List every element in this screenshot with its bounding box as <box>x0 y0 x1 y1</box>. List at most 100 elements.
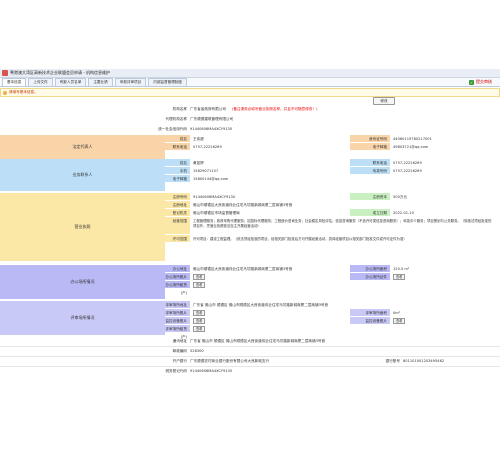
review-area-value: 0m² <box>390 309 500 317</box>
review-lease-view-button[interactable]: 查看 <box>193 326 206 332</box>
office-lease-label: 办公场所租赁(产) <box>165 281 190 295</box>
divider <box>0 366 500 367</box>
window-title: 粤港澳大湾区高新技术企业联盟会员申请 - 机构信息维护 <box>10 70 110 75</box>
review-section: 评审场所情况 评审场所地址 广东省 佛山市 顺德区 佛山市顺德区大良街道伟业住宅… <box>0 301 500 339</box>
credit-code-row: 统一社会信用代码 91440606MA4XCY9130 <box>0 127 500 132</box>
tab-upload-files[interactable]: 上传文件 <box>28 78 53 86</box>
license-code-value: 91440606MA4XCY9130 <box>190 193 350 201</box>
legal-rep-section-label: 法定代表人 <box>0 135 165 159</box>
license-address-value: 佛山市顺德区大良街道伟业住宅马坊路新城商厦二层商铺3号首 <box>190 201 490 209</box>
postcode-label: 邮政编码 <box>172 349 187 353</box>
contact-tel-value: 0757-22226269 <box>390 159 500 167</box>
contact-tel-label: 联系电话 <box>350 159 390 167</box>
legal-id-value: 44060119780217001 <box>390 135 500 143</box>
edit-button[interactable]: 修改 <box>373 97 395 105</box>
legal-name-value: 王伟超 <box>190 135 350 143</box>
window-titlebar: 粤港澳大湾区高新技术企业联盟会员申请 - 机构信息维护 <box>0 69 500 78</box>
license-permit-label: 许可范围 <box>165 235 190 243</box>
legal-email-label: 电子邮箱 <box>350 143 390 151</box>
review-area-label: 评审场所面积 <box>350 309 390 317</box>
agent-name-label: 代理机构名称 <box>165 117 187 121</box>
review-addr-label: 评审场所地址 <box>165 301 190 309</box>
contact-email-label: 电子邮箱 <box>165 175 190 183</box>
submit-review-button[interactable]: ✓ 提交审核 <box>469 79 492 85</box>
office-addr-label: 办公地址 <box>165 265 190 273</box>
divider <box>0 356 500 357</box>
tab-main-achievements[interactable]: 主要业绩 <box>88 78 113 86</box>
contact-name-label: 姓名 <box>165 159 190 167</box>
legal-phone-value: 0757-22226269 <box>190 143 350 151</box>
notice-text: 请填写基本信息。 <box>9 90 38 94</box>
check-icon: ✓ <box>469 79 474 85</box>
license-capital-label: 注册资本 <box>350 193 390 201</box>
license-address-label: 注册地址 <box>165 201 190 209</box>
mail-address-value: 广东省 佛山市 顺德区 佛山市顺德区大良街道伟业住宅马坊路新城商厦二层商铺3号首 <box>190 339 326 343</box>
license-date-value: 2022-01-10 <box>390 209 500 217</box>
tab-personnel-list[interactable]: 有影人员名单 <box>54 78 87 86</box>
contact-mobile-value: 15829071107 <box>190 167 350 175</box>
license-section-label: 营业执照 <box>0 193 165 261</box>
postcode-row: 邮政编码 528300 <box>0 349 500 354</box>
office-cert-label: 办公场所证件 <box>350 273 390 281</box>
office-addr-value: 佛山市顺德区大良街道伟业住宅马坊路新城商厦二层商铺3号首 <box>190 265 350 273</box>
office-area-value: 120.0 m² <box>390 265 500 273</box>
tab-internal-rules[interactable]: 内部监督管理制度 <box>148 78 187 86</box>
tab-basic-info[interactable]: 基本信息 <box>2 78 27 86</box>
legal-name-label: 姓名 <box>165 135 190 143</box>
contact-fax-value: 0757-22226269 <box>390 167 500 175</box>
contact-email-value: 15800144@qq.com <box>190 175 350 183</box>
application-window: 粤港澳大湾区高新技术企业联盟会员申请 - 机构信息维护 基本信息 上传文件 有影… <box>0 69 500 450</box>
legal-id-label: 身份证号码 <box>350 135 390 143</box>
license-authority-value: 佛山市顺德区市场监督管理局 <box>190 209 350 217</box>
bank-row: 开户银行 广东顺德农村商业银行股份有限公司大良新城支行 银行账号 8011010… <box>0 359 500 364</box>
license-section: 营业执照 注册号码 91440606MA4XCY9130 注册资本 500万元 … <box>0 193 500 261</box>
review-photo-view-button[interactable]: 查看 <box>193 310 206 316</box>
license-scope-label: 经营范围 <box>165 217 190 235</box>
account-value: 801101001203495462 <box>403 359 445 363</box>
org-name-row: 机构名称 广东省省政府有限公司 (备注请务必填写营业执照名称，并且不可随意修改！… <box>0 107 500 112</box>
contact-section: 业务联系人 姓名 黄如婷 联系电话 0757-22226269 手机 15829… <box>0 159 500 191</box>
review-lease-label: 评审场所租赁(产) <box>165 325 190 339</box>
license-capital-value: 500万元 <box>390 193 500 201</box>
office-photo-label: 办公场所照片 <box>165 273 190 281</box>
tab-bar: 基本信息 上传文件 有影人员名单 主要业绩 申报评审项目 内部监督管理制度 ✓ … <box>0 78 500 87</box>
org-name-value: 广东省省政府有限公司 <box>190 107 226 111</box>
license-permit-value: 许可项目：建设工程监理。（依法须经批准的项目，经相关部门批准后方可开展经营活动，… <box>193 237 407 241</box>
review-equip-view-button[interactable]: 查看 <box>393 318 406 324</box>
license-scope-value: 工程管理服务；政府采购代理服务；招投标代理服务；工程造价咨询业务；社会稳定风险评… <box>193 219 492 228</box>
contact-name-value: 黄如婷 <box>190 159 350 167</box>
contact-fax-label: 传真号码 <box>350 167 390 175</box>
agent-name-value: 广东顺德建筑管理有限公司 <box>190 117 234 121</box>
legal-email-value: 49803721@qq.com <box>390 143 500 151</box>
credit-code-label: 统一社会信用代码 <box>158 127 187 131</box>
review-section-label: 评审场所情况 <box>0 301 165 335</box>
basic-info-form: 修改 机构名称 广东省省政府有限公司 (备注请务必填写营业执照名称，并且不可随意… <box>0 95 500 373</box>
office-area-label: 办公场所面积 <box>350 265 390 273</box>
review-addr-value: 广东省 佛山市 顺德区 佛山市顺德区大良街道伟业住宅马坊路新城商厦二层商铺3号首 <box>190 301 490 309</box>
license-authority-label: 登记机关 <box>165 209 190 217</box>
warning-icon <box>3 90 7 95</box>
agent-name-row: 代理机构名称 广东顺德建筑管理有限公司 <box>0 117 500 122</box>
office-cert-view-button[interactable]: 查看 <box>393 274 406 280</box>
bank-label: 开户银行 <box>172 359 187 363</box>
submit-review-label: 提交审核 <box>476 79 492 84</box>
contact-mobile-label: 手机 <box>165 167 190 175</box>
legal-phone-label: 联系电话 <box>165 143 190 151</box>
org-name-note: (备注请务必填写营业执照名称，并且不可随意修改！) <box>231 107 318 111</box>
bank-value: 广东顺德农村商业银行股份有限公司大良新城支行 <box>190 359 270 363</box>
account-label: 银行账号 <box>385 359 400 363</box>
review-monitor-view-button[interactable]: 查看 <box>193 318 206 324</box>
mail-address-row: 通讯地址 广东省 佛山市 顺德区 佛山市顺德区大良街道伟业住宅马坊路新城商厦二层… <box>0 339 500 344</box>
review-photo-label: 评审场所照片 <box>165 309 190 317</box>
office-photo-view-button[interactable]: 查看 <box>193 274 206 280</box>
tab-review-projects[interactable]: 申报评审项目 <box>114 78 147 86</box>
office-section-label: 办公场所情况 <box>0 265 165 299</box>
legal-rep-section: 法定代表人 姓名 王伟超 身份证号码 44060119780217001 联系电… <box>0 135 500 159</box>
license-code-label: 注册号码 <box>165 193 190 201</box>
review-monitor-label: 监控设备照片 <box>165 317 190 325</box>
review-equip-label: 监控设备照片 <box>350 317 390 325</box>
office-lease-view-button[interactable]: 查看 <box>193 282 206 288</box>
tax-code-row: 税务登记代码 91440606MA4XCY9130 <box>0 369 500 374</box>
postcode-value: 528300 <box>190 349 204 353</box>
contact-section-label: 业务联系人 <box>0 159 165 191</box>
